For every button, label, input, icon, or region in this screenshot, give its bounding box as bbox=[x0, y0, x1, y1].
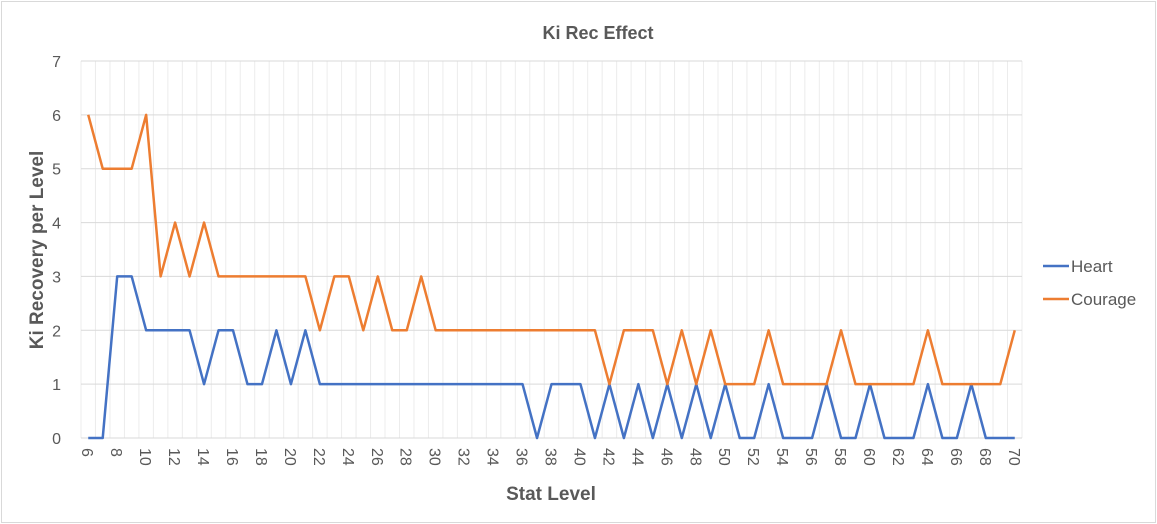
series-line-heart bbox=[88, 275, 1015, 440]
x-tick-label: 22 bbox=[310, 448, 327, 466]
y-tick-label: 0 bbox=[52, 431, 61, 448]
y-tick-label: 3 bbox=[52, 269, 61, 286]
x-tick-label: 62 bbox=[889, 448, 906, 466]
x-tick-label: 52 bbox=[744, 448, 761, 466]
y-tick-label: 1 bbox=[52, 377, 61, 394]
x-tick-label: 42 bbox=[599, 448, 616, 466]
y-tick-label: 4 bbox=[52, 216, 61, 233]
legend-label-heart: Heart bbox=[1071, 257, 1113, 276]
x-axis-label: Stat Level bbox=[506, 484, 596, 505]
x-tick-label: 26 bbox=[368, 448, 385, 466]
x-tick-label: 60 bbox=[860, 448, 877, 466]
x-tick-label: 34 bbox=[484, 448, 501, 466]
chart-title: Ki Rec Effect bbox=[542, 23, 653, 43]
x-tick-label: 32 bbox=[455, 448, 472, 466]
x-tick-label: 48 bbox=[686, 448, 703, 466]
x-tick-label: 40 bbox=[570, 448, 587, 466]
series-line-courage bbox=[87, 113, 1016, 386]
y-tick-label: 7 bbox=[52, 54, 61, 71]
x-tick-label: 56 bbox=[802, 448, 819, 466]
x-tick-label: 14 bbox=[194, 448, 211, 466]
legend-label-courage: Courage bbox=[1071, 290, 1136, 309]
x-tick-label: 10 bbox=[136, 448, 153, 466]
x-tick-label: 58 bbox=[831, 448, 848, 466]
x-tick-label: 50 bbox=[715, 448, 732, 466]
x-tick-label: 24 bbox=[339, 448, 356, 466]
x-tick-label: 18 bbox=[252, 448, 269, 466]
x-tick-label: 66 bbox=[947, 448, 964, 466]
x-tick-label: 16 bbox=[223, 448, 240, 466]
x-tick-label: 54 bbox=[773, 448, 790, 466]
x-tick-label: 12 bbox=[165, 448, 182, 466]
x-tick-label: 44 bbox=[628, 448, 645, 466]
y-axis-label: Ki Recovery per Level bbox=[27, 151, 48, 350]
x-tick-label: 64 bbox=[918, 448, 935, 466]
x-tick-label: 20 bbox=[281, 448, 298, 466]
x-tick-label: 36 bbox=[513, 448, 530, 466]
x-tick-label: 30 bbox=[426, 448, 443, 466]
x-tick-label: 46 bbox=[657, 448, 674, 466]
x-tick-label: 8 bbox=[107, 448, 124, 457]
y-tick-label: 5 bbox=[52, 162, 61, 179]
x-tick-label: 70 bbox=[1005, 448, 1022, 466]
x-tick-label: 38 bbox=[542, 448, 559, 466]
x-tick-label: 6 bbox=[78, 448, 95, 457]
x-tick-label: 68 bbox=[976, 448, 993, 466]
y-tick-label: 6 bbox=[52, 108, 61, 125]
x-tick-label: 28 bbox=[397, 448, 414, 466]
y-tick-label: 2 bbox=[52, 323, 61, 340]
